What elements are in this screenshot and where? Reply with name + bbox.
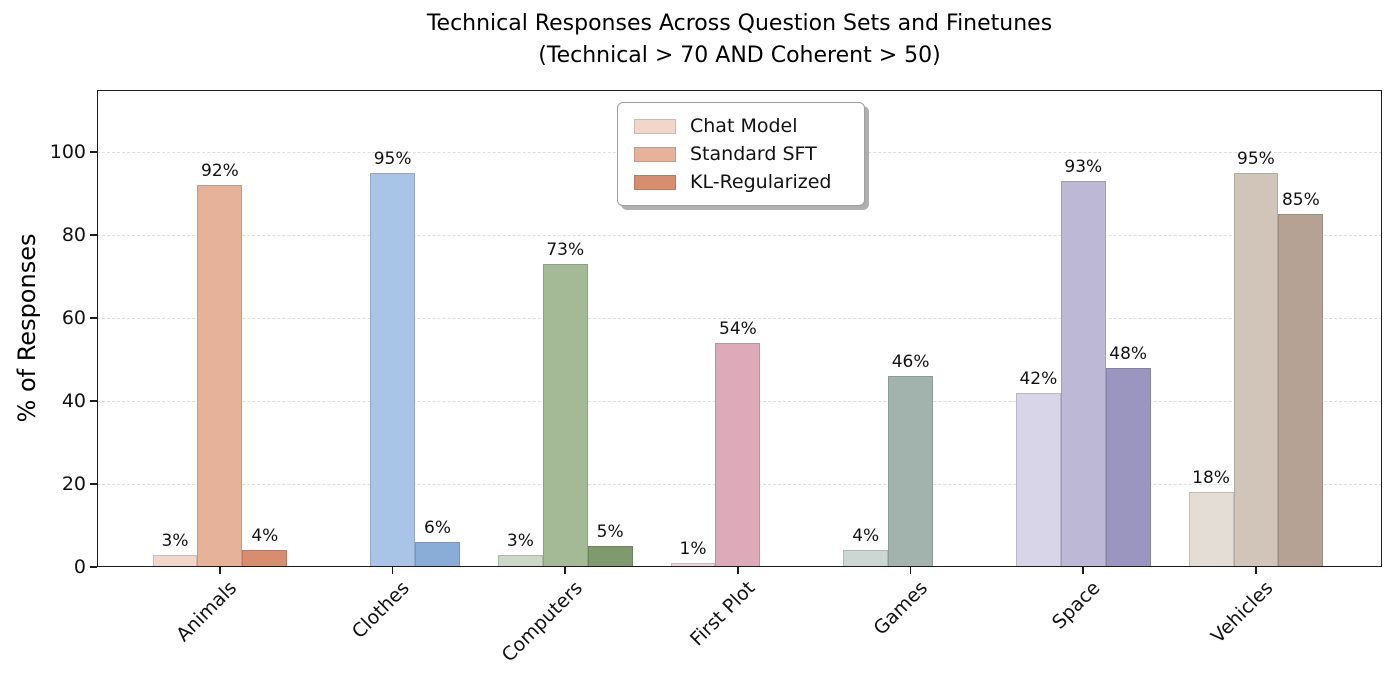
- y-tick-mark: [90, 566, 97, 568]
- y-tick-label: 60: [61, 307, 86, 330]
- x-tick-mark: [219, 567, 221, 574]
- bar: [715, 343, 761, 567]
- legend-label-standard-sft: Standard SFT: [690, 143, 817, 165]
- y-tick-mark: [90, 151, 97, 153]
- x-tick-label: First Plot: [686, 577, 760, 651]
- bar-value-label: 6%: [424, 518, 451, 539]
- x-tick-mark: [1255, 567, 1257, 574]
- bar: [1233, 172, 1279, 567]
- chart-title: Technical Responses Across Question Sets…: [426, 11, 1053, 36]
- bar-value-label: 3%: [506, 530, 534, 551]
- bar: [1188, 492, 1234, 567]
- bar: [242, 550, 288, 567]
- bar-value-label: 73%: [546, 240, 585, 261]
- bar-value-label: 4%: [251, 526, 279, 547]
- bar-value-label: 93%: [1064, 157, 1103, 178]
- x-tick-label: Vehicles: [1206, 577, 1278, 648]
- bar: [1060, 181, 1106, 567]
- x-tick-mark: [1082, 567, 1085, 574]
- bar: [542, 264, 588, 567]
- chart-subtitle: (Technical > 70 AND Coherent > 50): [538, 43, 941, 68]
- bar-value-label: 46%: [891, 352, 930, 373]
- y-tick-mark: [90, 400, 97, 402]
- legend-swatch-chat-model: [634, 118, 676, 134]
- legend-swatch-standard-sft: [634, 146, 676, 162]
- x-tick-label: Computers: [497, 577, 587, 667]
- bar: [370, 172, 416, 567]
- gridline: [97, 318, 1382, 320]
- bar: [1015, 392, 1061, 567]
- bar: [888, 376, 934, 567]
- legend: Chat Model Standard SFT KL-Regularized: [617, 102, 865, 206]
- bar-value-label: 95%: [1237, 148, 1275, 169]
- x-tick-mark: [909, 567, 912, 574]
- x-tick-label: Games: [869, 577, 933, 640]
- x-tick-mark: [391, 567, 394, 574]
- bar-value-label: 1%: [679, 538, 707, 559]
- bar-value-label: 18%: [1192, 468, 1230, 489]
- bar: [1278, 214, 1324, 567]
- bar-value-label: 95%: [373, 148, 412, 169]
- bar: [497, 554, 543, 567]
- y-tick-label: 80: [61, 224, 86, 247]
- y-tick-label: 0: [73, 556, 86, 578]
- bar-value-label: 3%: [161, 530, 189, 551]
- y-tick-label: 20: [61, 473, 86, 496]
- bar-value-label: 85%: [1281, 190, 1320, 211]
- y-tick-mark: [90, 317, 97, 319]
- plot-area: 3% 92% 4% 95% 6% 3% 73% 5% 1% 54% 4% 46% 42% 93% 48% 18…: [97, 90, 1382, 567]
- bar-value-label: 48%: [1109, 343, 1148, 364]
- legend-swatch-kl-regularized: [634, 174, 676, 190]
- legend-label-chat-model: Chat Model: [690, 115, 798, 137]
- y-tick-label: 40: [61, 390, 86, 413]
- legend-item-chat-model: Chat Model: [634, 115, 848, 137]
- legend-item-kl-regularized: KL-Regularized: [634, 171, 848, 193]
- x-tick-label: Space: [1048, 577, 1105, 634]
- bar-value-label: 4%: [852, 526, 880, 547]
- bar: [1105, 367, 1151, 567]
- x-tick-label: Animals: [172, 577, 242, 647]
- y-tick-mark: [90, 234, 97, 236]
- x-tick-label: Clothes: [348, 577, 415, 643]
- gridline: [97, 235, 1382, 237]
- legend-label-kl-regularized: KL-Regularized: [690, 171, 832, 193]
- bar: [670, 562, 716, 567]
- y-tick-label: 100: [49, 141, 86, 164]
- bar: [415, 542, 460, 567]
- bar-value-label: 92%: [201, 161, 239, 182]
- bar-value-label: 54%: [719, 319, 757, 340]
- bar: [587, 546, 633, 567]
- legend-item-standard-sft: Standard SFT: [634, 143, 848, 165]
- bar: [843, 550, 889, 567]
- x-tick-mark: [564, 567, 567, 574]
- x-tick-mark: [737, 567, 739, 574]
- bar-value-label: 42%: [1019, 368, 1058, 389]
- bar-value-label: 5%: [596, 522, 624, 543]
- bar: [197, 185, 243, 567]
- bar: [152, 554, 198, 567]
- y-tick-mark: [90, 483, 97, 485]
